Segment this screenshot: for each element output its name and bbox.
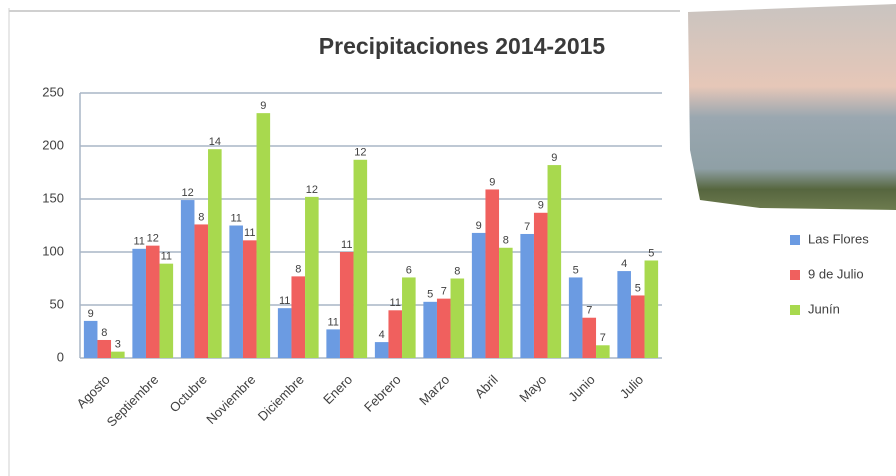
legend-label: Junín bbox=[808, 301, 840, 316]
data-label: 11 bbox=[230, 212, 241, 224]
x-tick-label: Septiembre bbox=[104, 372, 162, 430]
data-label: 9 bbox=[551, 152, 557, 164]
bar bbox=[547, 165, 562, 358]
bar bbox=[520, 233, 534, 358]
data-label: 8 bbox=[295, 263, 301, 275]
data-label: 7 bbox=[524, 221, 530, 233]
bar bbox=[194, 224, 209, 358]
data-label: 11 bbox=[341, 239, 352, 251]
data-label: 12 bbox=[306, 184, 318, 196]
bar bbox=[423, 301, 437, 358]
bar bbox=[132, 248, 146, 358]
data-label: 3 bbox=[115, 339, 121, 351]
x-tick-label: Julio bbox=[617, 372, 647, 402]
data-label: 11 bbox=[327, 316, 338, 328]
y-tick-label: 250 bbox=[42, 84, 64, 99]
data-label: 5 bbox=[573, 264, 579, 276]
y-tick-label: 50 bbox=[50, 296, 64, 311]
data-label: 9 bbox=[476, 220, 482, 232]
bar bbox=[326, 329, 340, 358]
data-label: 8 bbox=[101, 327, 107, 339]
data-label: 7 bbox=[441, 286, 447, 298]
bar bbox=[145, 245, 160, 358]
x-tick-label: Agosto bbox=[74, 372, 113, 411]
legend-swatch bbox=[790, 270, 800, 280]
bar bbox=[208, 149, 222, 358]
y-tick-label: 100 bbox=[42, 243, 64, 258]
bar bbox=[533, 212, 548, 358]
legend-label: 9 de Julio bbox=[808, 266, 864, 281]
data-label: 6 bbox=[406, 264, 412, 276]
legend-swatch bbox=[790, 305, 800, 315]
bar bbox=[180, 200, 195, 358]
data-label: 8 bbox=[503, 235, 509, 247]
bar bbox=[83, 320, 98, 358]
bar bbox=[353, 159, 368, 358]
bar bbox=[630, 295, 645, 358]
bar bbox=[388, 310, 403, 358]
bar bbox=[436, 298, 451, 358]
data-label: 4 bbox=[621, 258, 627, 270]
bar bbox=[97, 339, 112, 358]
data-label: 4 bbox=[379, 329, 385, 341]
y-tick-label: 0 bbox=[57, 349, 64, 364]
data-label: 8 bbox=[198, 211, 204, 223]
data-label: 9 bbox=[260, 100, 266, 112]
bar bbox=[582, 317, 597, 358]
data-label: 11 bbox=[244, 227, 255, 239]
data-label: 9 bbox=[538, 200, 544, 212]
bar bbox=[485, 189, 500, 358]
bar bbox=[402, 277, 416, 358]
legend-label: Las Flores bbox=[808, 231, 869, 246]
x-tick-label: Marzo bbox=[416, 372, 452, 408]
bar bbox=[111, 351, 125, 358]
bar bbox=[374, 342, 389, 358]
photo bbox=[688, 4, 896, 210]
y-tick-label: 200 bbox=[42, 137, 64, 152]
x-tick-label: Octubre bbox=[166, 372, 209, 415]
legend-swatch bbox=[790, 235, 800, 245]
x-tick-label: Abril bbox=[472, 372, 501, 401]
data-label: 9 bbox=[489, 176, 495, 188]
data-label: 7 bbox=[586, 305, 592, 317]
bar bbox=[596, 345, 610, 358]
bar bbox=[617, 271, 631, 358]
data-label: 8 bbox=[454, 265, 460, 277]
data-label: 7 bbox=[600, 332, 606, 344]
bar bbox=[450, 278, 465, 358]
bar bbox=[305, 196, 319, 358]
x-tick-label: Junio bbox=[565, 372, 598, 405]
chart-title: Precipitaciones 2014-2015 bbox=[319, 33, 606, 59]
bar bbox=[159, 263, 174, 358]
data-label: 5 bbox=[427, 289, 433, 301]
bar bbox=[339, 252, 354, 358]
data-label: 5 bbox=[635, 282, 641, 294]
bar bbox=[499, 247, 513, 358]
x-tick-label: Diciembre bbox=[255, 372, 307, 424]
data-label: 12 bbox=[147, 233, 159, 245]
data-label: 9 bbox=[88, 308, 94, 320]
bar bbox=[242, 240, 257, 358]
x-tick-label: Mayo bbox=[516, 372, 549, 405]
data-label: 11 bbox=[161, 251, 172, 263]
data-label: 12 bbox=[182, 187, 194, 199]
bar bbox=[256, 113, 271, 358]
data-label: 5 bbox=[648, 247, 654, 259]
bar bbox=[291, 276, 306, 358]
data-label: 14 bbox=[209, 136, 221, 148]
x-tick-label: Enero bbox=[320, 372, 355, 407]
data-label: 12 bbox=[354, 147, 366, 159]
x-tick-label: Febrero bbox=[361, 372, 404, 415]
data-label: 11 bbox=[133, 236, 144, 248]
x-tick-label: Noviembre bbox=[203, 372, 258, 427]
data-label: 11 bbox=[279, 295, 290, 307]
bar bbox=[644, 260, 659, 358]
y-tick-label: 150 bbox=[42, 190, 64, 205]
bar bbox=[229, 225, 243, 358]
bar bbox=[471, 232, 486, 358]
bar bbox=[277, 308, 292, 358]
bar bbox=[568, 277, 583, 358]
data-label: 11 bbox=[390, 297, 401, 309]
